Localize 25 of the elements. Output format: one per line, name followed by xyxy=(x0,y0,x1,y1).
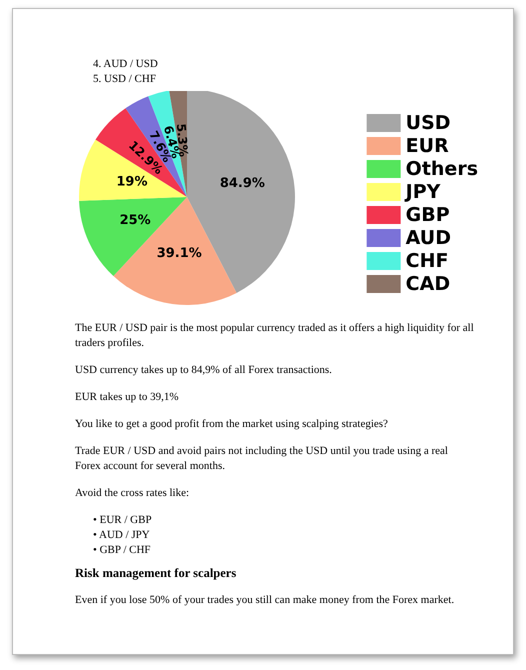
text: • GBP / CHF xyxy=(93,543,152,558)
legend-label: Others xyxy=(406,158,478,180)
legend-label: USD xyxy=(406,112,451,134)
data-label: 84.9% xyxy=(220,176,265,192)
text: You like to get a good profit from the market using scalping strategies? xyxy=(75,417,389,432)
text: Risk management for scalpers xyxy=(75,566,238,581)
legend-label: CHF xyxy=(406,250,448,272)
data-label: 39.1% xyxy=(156,246,202,261)
data-label: 25% xyxy=(120,213,151,228)
text: • EUR / GBP xyxy=(93,513,153,528)
text: Avoid the cross rates like: xyxy=(75,486,190,501)
text: EUR takes up to 39,1% xyxy=(75,390,180,405)
text: Trade EUR / USD and avoid pairs not including the USD until you trade using a real Forex account for several months. xyxy=(75,444,449,474)
text: The EUR / USD pair is the most popular currency traded as it offers a high liquidity for all traders profiles. xyxy=(75,321,475,351)
data-label: 19% xyxy=(116,174,148,190)
text: 5. USD / CHF xyxy=(93,72,157,87)
legend-label: AUD xyxy=(406,227,451,249)
legend-label: CAD xyxy=(406,273,450,295)
text: USD currency takes up to 84,9% of all Forex transactions. xyxy=(75,363,333,378)
legend-label: EUR xyxy=(406,135,450,157)
legend-label: JPY xyxy=(404,181,441,203)
text: Even if you lose 50% of your trades you still can make money from the Forex market. xyxy=(75,593,456,608)
text: • AUD / JPY xyxy=(93,528,151,543)
text: 4. AUD / USD xyxy=(93,57,158,72)
legend-label: GBP xyxy=(406,204,450,226)
